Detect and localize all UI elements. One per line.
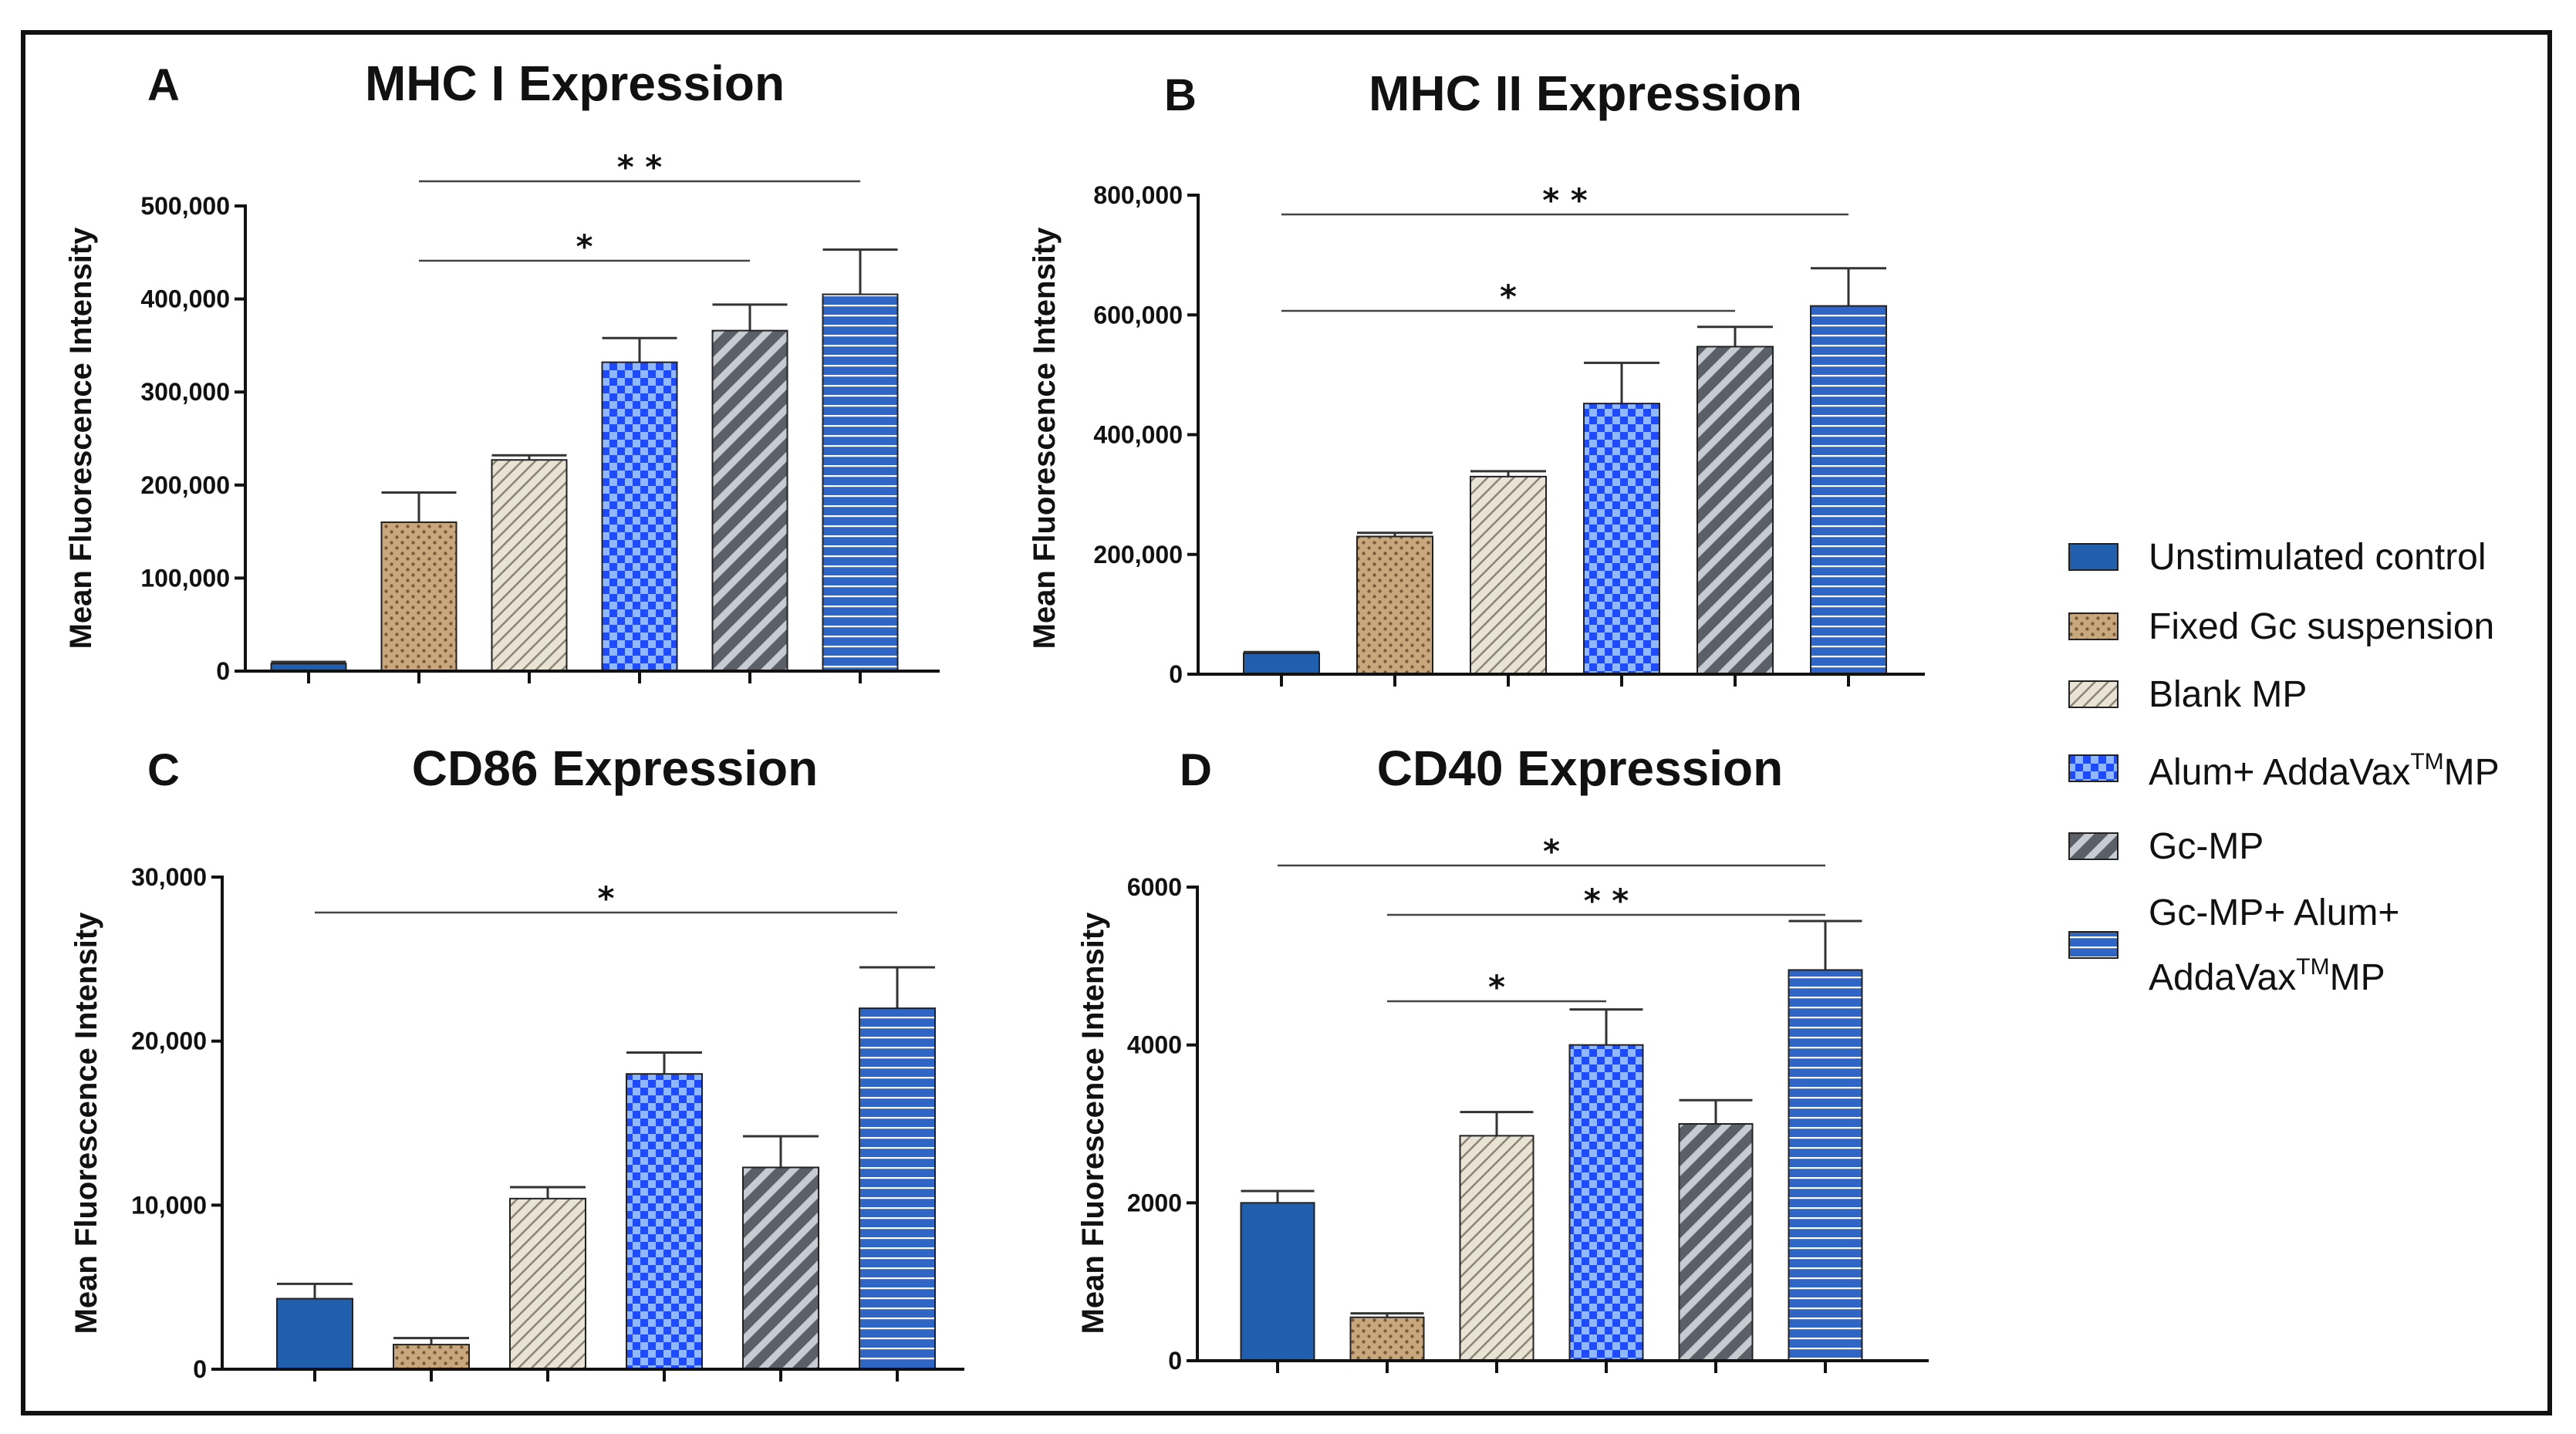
bar-dots xyxy=(380,521,457,672)
bar-checker xyxy=(1583,403,1660,675)
legend-item: Fixed Gc suspension xyxy=(2068,606,2494,647)
significance-stars: * xyxy=(1543,832,1560,870)
bar-dots xyxy=(393,1344,470,1370)
bar-diag-dark xyxy=(742,1166,819,1371)
y-tick-label: 300,000 xyxy=(140,378,230,406)
legend-label: Blank MP xyxy=(2149,674,2307,715)
significance-stars: * xyxy=(1488,968,1505,1006)
legend-label: Gc-MP xyxy=(2149,826,2264,867)
legend-suffix: MP xyxy=(2444,752,2500,793)
legend-swatch xyxy=(2068,543,2119,571)
chart-panel-a: A MHC I Expression Mean Fluorescence Inten… xyxy=(64,56,940,685)
bar-checker xyxy=(1568,1044,1644,1361)
bar-solid xyxy=(1243,652,1320,675)
legend-swatch xyxy=(2068,612,2119,640)
y-tick-label: 0 xyxy=(1168,1347,1182,1375)
significance-stars: * xyxy=(576,228,593,265)
bar-hstripe xyxy=(822,293,899,672)
chart-panel-d: D CD40 Expression Mean Fluorescence Intens… xyxy=(1076,741,1929,1375)
legend-label: Gc-MP+ Alum+ xyxy=(2149,892,2399,933)
legend-item: Gc-MP+ Alum+ AddaVaxTMMP xyxy=(2068,892,2399,998)
legend-swatch xyxy=(2068,931,2119,959)
chart-title: MHC II Expression xyxy=(1369,66,1802,121)
legend-swatch xyxy=(2068,754,2119,782)
legend-item: Gc-MP xyxy=(2068,826,2264,867)
legend-label: Fixed Gc suspension xyxy=(2149,606,2494,647)
y-axis-label: Mean Fluorescence Intensity xyxy=(69,912,103,1334)
bar-solid xyxy=(1240,1202,1315,1362)
significance-stars: * xyxy=(1500,278,1517,315)
significance-stars: * xyxy=(598,879,615,917)
legend-superscript: TM xyxy=(2410,749,2443,774)
bar-hstripe xyxy=(1810,305,1887,675)
bar-hstripe xyxy=(859,1007,936,1370)
y-tick-label: 200,000 xyxy=(140,471,230,499)
legend-item: Blank MP xyxy=(2068,674,2307,715)
bar-checker xyxy=(601,361,678,672)
bar-diag-dark xyxy=(711,329,788,672)
y-tick-label: 400,000 xyxy=(1093,421,1183,449)
legend-label: Alum+ AddaVaxTMMP xyxy=(2149,749,2500,793)
y-tick-label: 800,000 xyxy=(1093,181,1183,209)
bar-diag-dark xyxy=(1697,346,1774,675)
bar-diag-light xyxy=(491,459,568,672)
y-tick-label: 100,000 xyxy=(140,564,230,592)
panel-letter: A xyxy=(147,60,180,110)
y-tick-label: 600,000 xyxy=(1093,301,1183,329)
chart-title: MHC I Expression xyxy=(365,56,785,111)
y-tick-label: 0 xyxy=(193,1355,207,1383)
significance-stars: * * xyxy=(1584,882,1629,919)
bar-diag-light xyxy=(509,1197,586,1370)
significance-stars: * * xyxy=(617,148,663,186)
y-tick-label: 20,000 xyxy=(131,1027,207,1055)
panel-letter: D xyxy=(1180,745,1212,795)
chart-panel-b: B MHC II Expression Mean Fluorescence Inte… xyxy=(1028,66,1925,688)
y-tick-label: 500,000 xyxy=(140,192,230,220)
legend-label: Unstimulated control xyxy=(2149,537,2487,578)
y-tick-label: 30,000 xyxy=(131,863,207,891)
panel-letter: C xyxy=(147,745,180,795)
chart-title: CD40 Expression xyxy=(1377,741,1783,796)
significance-stars: * * xyxy=(1542,181,1588,219)
legend-swatch xyxy=(2068,680,2119,708)
bar-solid xyxy=(276,1297,353,1371)
figure-frame xyxy=(21,30,2552,1415)
y-tick-label: 2000 xyxy=(1127,1189,1182,1216)
bar-checker xyxy=(626,1073,703,1370)
y-tick-label: 10,000 xyxy=(131,1191,207,1219)
bar-hstripe xyxy=(1788,969,1863,1361)
bar-diag-light xyxy=(1470,475,1547,676)
legend-item: Alum+ AddaVaxTMMP xyxy=(2068,749,2500,793)
y-tick-label: 200,000 xyxy=(1093,541,1183,569)
charts-group: A MHC I Expression Mean Fluorescence Inten… xyxy=(64,56,1929,1383)
chart-panel-c: C CD86 Expression Mean Fluorescence Intens… xyxy=(69,741,964,1383)
y-axis-label: Mean Fluorescence Intensity xyxy=(64,227,98,650)
bar-diag-dark xyxy=(1678,1123,1754,1361)
legend-label-line2: AddaVaxTMMP xyxy=(2149,954,2385,998)
y-tick-label: 4000 xyxy=(1127,1031,1182,1059)
legend-superscript: TM xyxy=(2296,954,2329,980)
y-tick-label: 0 xyxy=(216,657,230,685)
y-axis-label: Mean Fluorescence Intensity xyxy=(1028,227,1062,650)
bar-diag-light xyxy=(1459,1135,1534,1361)
y-tick-label: 400,000 xyxy=(140,285,230,313)
y-tick-label: 6000 xyxy=(1127,873,1182,901)
y-tick-label: 0 xyxy=(1169,660,1183,688)
legend-suffix: MP xyxy=(2330,957,2385,998)
legend: Unstimulated control Fixed Gc suspension B… xyxy=(2068,537,2500,998)
legend-item: Unstimulated control xyxy=(2068,537,2487,578)
y-axis-label: Mean Fluorescence Intensity xyxy=(1076,912,1110,1334)
bar-dots xyxy=(1349,1316,1425,1362)
panel-letter: B xyxy=(1164,70,1197,120)
chart-title: CD86 Expression xyxy=(412,741,818,796)
legend-swatch xyxy=(2068,832,2119,860)
bar-dots xyxy=(1356,535,1433,676)
